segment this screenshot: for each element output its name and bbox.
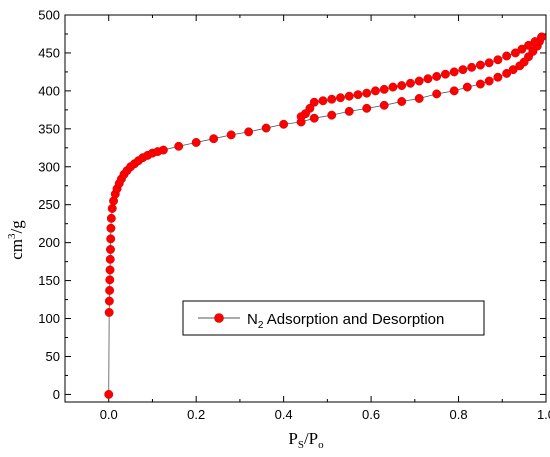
data-point <box>279 119 289 129</box>
data-points <box>104 32 547 399</box>
data-point <box>502 51 512 61</box>
data-point <box>105 265 115 275</box>
x-tick-label: 1.0 <box>537 407 550 422</box>
data-point <box>397 81 407 91</box>
data-point <box>327 110 337 120</box>
x-tick-label: 0.6 <box>362 407 380 422</box>
data-point <box>174 141 184 151</box>
data-point <box>432 89 442 99</box>
data-point <box>530 37 540 47</box>
data-point <box>432 72 442 81</box>
data-point <box>406 78 415 88</box>
data-point <box>104 389 114 399</box>
data-point <box>414 76 424 86</box>
data-point <box>493 72 503 82</box>
data-point <box>309 113 319 123</box>
data-point <box>423 74 433 84</box>
y-tick-label: 400 <box>38 83 60 98</box>
y-tick-label: 300 <box>38 159 60 174</box>
y-tick-label: 0 <box>53 387 60 402</box>
data-point <box>388 82 398 92</box>
data-point <box>449 86 459 96</box>
x-tick-label: 0.2 <box>187 407 205 422</box>
data-point <box>524 40 533 50</box>
data-point <box>158 145 168 155</box>
data-point <box>344 91 354 101</box>
y-tick-label: 200 <box>38 235 60 250</box>
x-tick-label: 0.4 <box>275 407 293 422</box>
data-point <box>493 55 503 65</box>
data-point <box>226 130 236 140</box>
data-point <box>327 94 337 104</box>
data-point <box>371 86 380 96</box>
data-point <box>537 32 547 42</box>
data-point <box>106 245 115 254</box>
data-point <box>244 127 254 137</box>
legend: N2 Adsorption and Desorption <box>182 300 485 336</box>
series-line <box>108 36 542 395</box>
y-tick-label: 350 <box>38 121 60 136</box>
axis-ticks <box>64 14 547 402</box>
data-point <box>209 134 219 144</box>
data-point <box>502 68 512 78</box>
data-point <box>106 213 116 223</box>
axis-tick-labels: 0.0 0.2 0.4 0.6 0.8 1.0 0 50 100 150 200 250 300 350 4… <box>38 8 550 423</box>
y-tick-label: 100 <box>38 311 60 326</box>
x-axis-title: PS/Po <box>288 429 324 451</box>
data-point <box>353 90 363 100</box>
legend-marker <box>214 313 224 323</box>
data-point <box>449 67 459 77</box>
data-point <box>458 65 468 75</box>
data-point <box>362 103 372 113</box>
y-axis-title: cm3/g <box>6 220 26 260</box>
y-tick-label: 250 <box>38 197 60 212</box>
series-lines <box>108 36 542 395</box>
data-point <box>484 58 494 68</box>
y-tick-label: 150 <box>38 273 60 288</box>
data-point <box>379 84 389 94</box>
data-point <box>508 65 518 75</box>
data-point <box>440 69 450 79</box>
data-point <box>107 204 117 213</box>
data-point <box>336 93 345 103</box>
data-point <box>106 223 116 233</box>
data-point <box>397 97 407 106</box>
data-point <box>318 96 328 106</box>
data-point <box>344 106 354 116</box>
data-point <box>517 44 527 54</box>
data-point <box>104 296 114 306</box>
x-tick-label: 0.8 <box>450 407 468 422</box>
data-point <box>462 82 472 92</box>
x-tick-label: 0.0 <box>100 407 118 422</box>
plot-frame <box>64 14 547 403</box>
data-point <box>484 76 494 86</box>
data-point <box>379 100 389 110</box>
data-point <box>261 123 271 133</box>
data-point <box>309 97 319 107</box>
data-point <box>414 94 424 103</box>
data-point <box>467 62 477 72</box>
data-point <box>104 308 114 317</box>
data-point <box>105 254 115 264</box>
data-point <box>362 88 372 98</box>
data-point <box>105 275 115 285</box>
data-point <box>296 112 306 122</box>
data-point <box>510 48 520 58</box>
data-point <box>475 60 485 70</box>
data-point <box>105 286 115 295</box>
y-tick-label: 500 <box>38 8 60 23</box>
data-point <box>191 138 201 147</box>
data-point <box>475 79 485 89</box>
legend-label: N2 Adsorption and Desorption <box>247 311 444 331</box>
data-point <box>106 234 116 244</box>
y-tick-label: 50 <box>46 349 60 364</box>
y-tick-label: 450 <box>38 45 60 60</box>
